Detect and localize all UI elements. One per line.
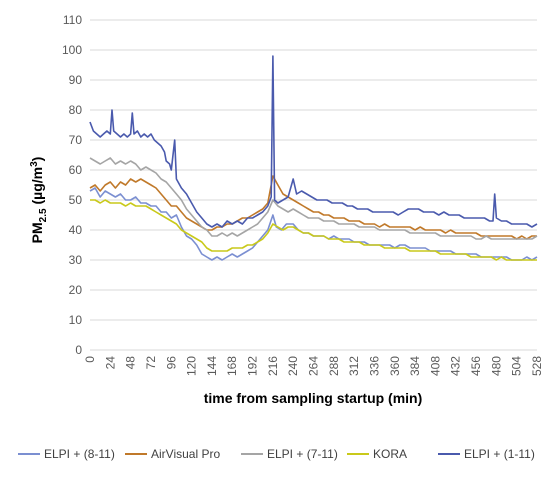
x-tick-label: 312 (347, 356, 361, 376)
x-tick-label: 384 (408, 356, 422, 376)
x-tick-label: 456 (469, 356, 483, 376)
y-tick-label: 70 (69, 133, 83, 147)
x-tick-label: 48 (124, 356, 138, 370)
y-tick-label: 40 (69, 223, 83, 237)
y-tick-label: 10 (69, 313, 83, 327)
x-tick-label: 24 (103, 356, 117, 370)
y-tick-label: 110 (63, 13, 82, 27)
legend-label: ELPI + (1-11) (464, 447, 535, 461)
x-tick-label: 408 (428, 356, 442, 376)
x-tick-label: 120 (185, 356, 199, 376)
x-tick-label: 528 (530, 356, 544, 376)
x-tick-label: 72 (144, 356, 158, 370)
y-tick-label: 20 (69, 283, 83, 297)
legend-label: ELPI + (8-11) (44, 447, 115, 461)
y-tick-labels: 0 10 20 30 40 50 60 70 80 90 100 110 (62, 13, 82, 357)
series-line-2 (89, 175, 537, 240)
legend: ELPI + (8-11) AirVisual Pro ELPI + (7-11) K… (18, 447, 535, 461)
x-axis-title: time from sampling startup (min) (204, 390, 423, 406)
series-line-5 (89, 55, 538, 228)
x-tick-label: 336 (367, 356, 381, 376)
x-tick-label: 264 (307, 356, 321, 376)
gridlines (90, 19, 537, 351)
x-tick-label: 360 (388, 356, 402, 376)
x-tick-label: 144 (205, 356, 219, 376)
legend-item: ELPI + (8-11) (18, 447, 115, 461)
legend-label: ELPI + (7-11) (267, 447, 338, 461)
legend-label: KORA (373, 447, 407, 461)
x-tick-label: 432 (449, 356, 463, 376)
x-tick-label: 288 (327, 356, 341, 376)
x-tick-labels: 0 24 48 72 96 120 144 168 192 216 240 264 288 312 336 3… (83, 356, 544, 376)
x-tick-label: 504 (510, 356, 524, 376)
x-tick-label: 216 (266, 356, 280, 376)
legend-item: ELPI + (7-11) (241, 447, 338, 461)
legend-item: ELPI + (1-11) (438, 447, 535, 461)
x-tick-label: 96 (164, 356, 178, 370)
y-tick-label: 30 (69, 253, 83, 267)
legend-label: AirVisual Pro (151, 447, 220, 461)
y-axis-title: PM2.5 (µg/m3) (29, 157, 49, 244)
y-tick-label: 80 (69, 103, 83, 117)
legend-item: AirVisual Pro (125, 447, 220, 461)
series-line-3 (89, 157, 538, 240)
legend-item: KORA (347, 447, 407, 461)
x-tick-label: 480 (489, 356, 503, 376)
x-tick-label: 192 (246, 356, 260, 376)
y-tick-label: 100 (62, 43, 82, 57)
x-tick-label: 168 (225, 356, 239, 376)
x-tick-label: 0 (83, 356, 97, 363)
series-line-4 (90, 199, 537, 261)
y-tick-label: 90 (69, 73, 83, 87)
y-tick-label: 0 (75, 343, 82, 357)
y-tick-label: 50 (69, 193, 83, 207)
y-tick-label: 60 (69, 163, 83, 177)
x-tick-label: 240 (286, 356, 300, 376)
series-lines (89, 55, 538, 261)
